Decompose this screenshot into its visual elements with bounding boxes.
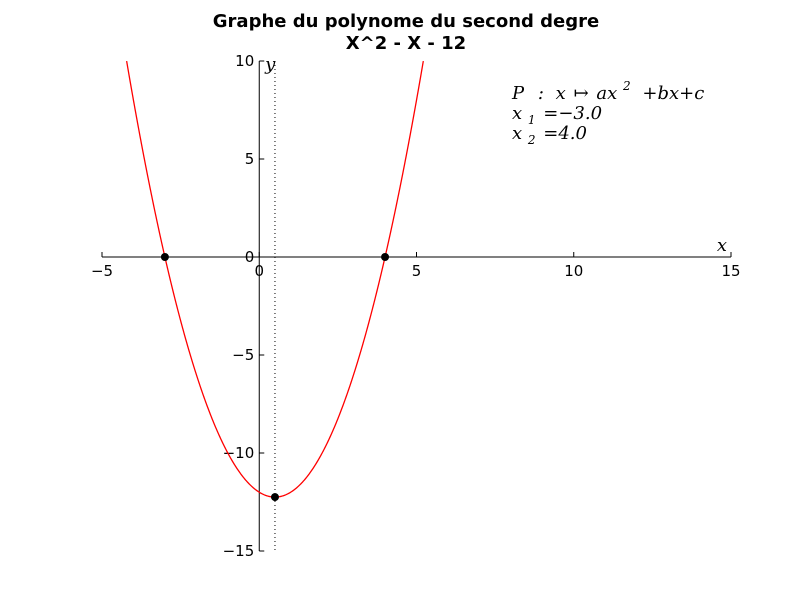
- point-root-1: [160, 253, 169, 261]
- y-tick-label: 5: [245, 150, 255, 168]
- x-axis-label: x: [717, 235, 727, 256]
- annotation-exp: 2: [622, 79, 631, 93]
- annotation-x2-sub: 2: [527, 133, 536, 147]
- point-root-2: [381, 253, 390, 261]
- x-tick-label: 5: [412, 262, 422, 280]
- point-vertex: [270, 493, 279, 502]
- y-tick-label: 0: [245, 248, 255, 266]
- x-tick-label: 0: [254, 262, 264, 280]
- y-tick-label: −5: [232, 346, 254, 364]
- annotation-rest: +bx+c: [642, 83, 704, 104]
- annotation-line1: P : x ↦ ax 2 +bx+c: [511, 74, 704, 104]
- chart-title-line2: X^2 - X - 12: [346, 33, 466, 54]
- y-axis-label: y: [264, 54, 276, 75]
- y-tick-label: −15: [223, 542, 255, 560]
- annotation-x2-eq: =4.0: [543, 123, 587, 144]
- annotation-line2: x 1 =−3.0: [512, 103, 602, 129]
- x-tick-label: 15: [721, 262, 740, 280]
- annotation-x1-eq: =−3.0: [543, 103, 602, 124]
- axes: [102, 61, 731, 551]
- formula-annotation: P : x ↦ ax 2 +bx+c x 1 =−3.0 x 2 =4.0: [511, 74, 704, 149]
- annotation-x1-var: x: [512, 103, 522, 124]
- y-tick-label: 10: [235, 52, 254, 70]
- parabola-curve: [125, 60, 424, 498]
- annotation-x1-sub: 1: [528, 113, 536, 127]
- x-tick-label: −5: [91, 262, 113, 280]
- annotation-ax: ax: [596, 83, 617, 104]
- annotation-colon: :: [538, 83, 544, 104]
- chart-title-line1: Graphe du polynome du second degre: [213, 11, 599, 32]
- annotation-x: x: [556, 83, 566, 104]
- marked-points: [160, 253, 390, 502]
- x-tick-label: 10: [564, 262, 583, 280]
- tick-marks: [101, 60, 732, 552]
- annotation-maps: ↦: [574, 83, 589, 104]
- annotation-x2-var: x: [512, 123, 522, 144]
- annotation-p: P: [511, 83, 525, 104]
- annotation-line3: x 2 =4.0: [512, 123, 587, 149]
